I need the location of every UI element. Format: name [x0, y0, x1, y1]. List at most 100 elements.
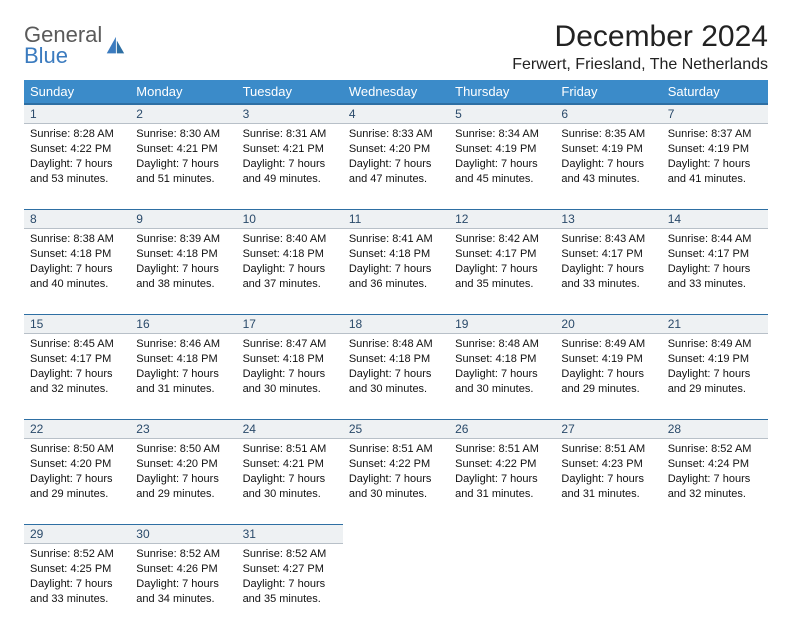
brand-logo: General Blue	[24, 20, 126, 67]
day-number-cell: 4	[343, 104, 449, 124]
sunset-line: Sunset: 4:19 PM	[668, 142, 762, 157]
day-number-cell: 2	[130, 104, 236, 124]
sunset-line: Sunset: 4:19 PM	[668, 352, 762, 367]
day-number: 25	[343, 420, 449, 438]
day-body: Sunrise: 8:40 AMSunset: 4:18 PMDaylight:…	[237, 229, 343, 297]
logo-text-blue: Blue	[24, 45, 102, 67]
weekday-header-row: SundayMondayTuesdayWednesdayThursdayFrid…	[24, 80, 768, 104]
day-number-cell: 1	[24, 104, 130, 124]
day-content-cell: Sunrise: 8:50 AMSunset: 4:20 PMDaylight:…	[130, 439, 236, 525]
day-number: 9	[130, 210, 236, 228]
day-number-cell: 18	[343, 315, 449, 334]
sunrise-line: Sunrise: 8:39 AM	[136, 232, 230, 247]
day-content-cell: Sunrise: 8:48 AMSunset: 4:18 PMDaylight:…	[449, 334, 555, 420]
day-number-cell: 19	[449, 315, 555, 334]
day-number-cell: 3	[237, 104, 343, 124]
day-content-cell: Sunrise: 8:52 AMSunset: 4:25 PMDaylight:…	[24, 544, 130, 630]
sunset-line: Sunset: 4:18 PM	[30, 247, 124, 262]
day-content-cell	[662, 544, 768, 630]
day-body: Sunrise: 8:49 AMSunset: 4:19 PMDaylight:…	[555, 334, 661, 402]
day-number: 27	[555, 420, 661, 438]
daylight-line: Daylight: 7 hours and 31 minutes.	[561, 472, 655, 502]
day-number-cell: 9	[130, 210, 236, 229]
day-content-cell: Sunrise: 8:47 AMSunset: 4:18 PMDaylight:…	[237, 334, 343, 420]
day-body: Sunrise: 8:35 AMSunset: 4:19 PMDaylight:…	[555, 124, 661, 192]
sunrise-line: Sunrise: 8:49 AM	[561, 337, 655, 352]
day-number: 29	[24, 525, 130, 543]
day-number: 18	[343, 315, 449, 333]
sunset-line: Sunset: 4:18 PM	[349, 352, 443, 367]
day-body: Sunrise: 8:52 AMSunset: 4:24 PMDaylight:…	[662, 439, 768, 507]
day-body: Sunrise: 8:30 AMSunset: 4:21 PMDaylight:…	[130, 124, 236, 192]
day-number: 30	[130, 525, 236, 543]
calendar-table: SundayMondayTuesdayWednesdayThursdayFrid…	[24, 80, 768, 630]
sunset-line: Sunset: 4:20 PM	[30, 457, 124, 472]
day-number: 21	[662, 315, 768, 333]
sunrise-line: Sunrise: 8:42 AM	[455, 232, 549, 247]
day-body: Sunrise: 8:42 AMSunset: 4:17 PMDaylight:…	[449, 229, 555, 297]
day-content-cell: Sunrise: 8:33 AMSunset: 4:20 PMDaylight:…	[343, 124, 449, 210]
day-content-cell: Sunrise: 8:48 AMSunset: 4:18 PMDaylight:…	[343, 334, 449, 420]
day-number-cell: 12	[449, 210, 555, 229]
day-content-row: Sunrise: 8:45 AMSunset: 4:17 PMDaylight:…	[24, 334, 768, 420]
day-number: 11	[343, 210, 449, 228]
title-block: December 2024 Ferwert, Friesland, The Ne…	[512, 20, 768, 74]
day-number-row: 891011121314	[24, 210, 768, 229]
day-body: Sunrise: 8:52 AMSunset: 4:27 PMDaylight:…	[237, 544, 343, 612]
day-body: Sunrise: 8:33 AMSunset: 4:20 PMDaylight:…	[343, 124, 449, 192]
day-content-cell	[343, 544, 449, 630]
day-number: 3	[237, 105, 343, 123]
day-number-cell: 22	[24, 420, 130, 439]
sunrise-line: Sunrise: 8:44 AM	[668, 232, 762, 247]
daylight-line: Daylight: 7 hours and 43 minutes.	[561, 157, 655, 187]
day-number: 20	[555, 315, 661, 333]
weekday-header: Friday	[555, 80, 661, 104]
day-number-cell: 21	[662, 315, 768, 334]
daylight-line: Daylight: 7 hours and 45 minutes.	[455, 157, 549, 187]
sunrise-line: Sunrise: 8:50 AM	[30, 442, 124, 457]
day-number-cell: 17	[237, 315, 343, 334]
sunset-line: Sunset: 4:22 PM	[455, 457, 549, 472]
sunrise-line: Sunrise: 8:51 AM	[561, 442, 655, 457]
day-number-cell	[449, 525, 555, 544]
daylight-line: Daylight: 7 hours and 30 minutes.	[243, 472, 337, 502]
day-content-cell: Sunrise: 8:38 AMSunset: 4:18 PMDaylight:…	[24, 229, 130, 315]
sunset-line: Sunset: 4:19 PM	[561, 142, 655, 157]
sunrise-line: Sunrise: 8:34 AM	[455, 127, 549, 142]
daylight-line: Daylight: 7 hours and 31 minutes.	[136, 367, 230, 397]
day-number: 22	[24, 420, 130, 438]
day-content-row: Sunrise: 8:28 AMSunset: 4:22 PMDaylight:…	[24, 124, 768, 210]
day-number: 16	[130, 315, 236, 333]
day-body: Sunrise: 8:51 AMSunset: 4:22 PMDaylight:…	[343, 439, 449, 507]
day-content-cell: Sunrise: 8:51 AMSunset: 4:22 PMDaylight:…	[449, 439, 555, 525]
sunrise-line: Sunrise: 8:52 AM	[30, 547, 124, 562]
day-number-cell: 28	[662, 420, 768, 439]
day-number-cell: 7	[662, 104, 768, 124]
location-text: Ferwert, Friesland, The Netherlands	[512, 56, 768, 74]
daylight-line: Daylight: 7 hours and 33 minutes.	[561, 262, 655, 292]
day-number-cell: 14	[662, 210, 768, 229]
sunset-line: Sunset: 4:18 PM	[243, 352, 337, 367]
sail-icon	[104, 35, 126, 57]
sunset-line: Sunset: 4:17 PM	[668, 247, 762, 262]
day-body: Sunrise: 8:47 AMSunset: 4:18 PMDaylight:…	[237, 334, 343, 402]
daylight-line: Daylight: 7 hours and 37 minutes.	[243, 262, 337, 292]
day-body: Sunrise: 8:44 AMSunset: 4:17 PMDaylight:…	[662, 229, 768, 297]
sunset-line: Sunset: 4:26 PM	[136, 562, 230, 577]
day-content-cell: Sunrise: 8:43 AMSunset: 4:17 PMDaylight:…	[555, 229, 661, 315]
sunrise-line: Sunrise: 8:43 AM	[561, 232, 655, 247]
daylight-line: Daylight: 7 hours and 31 minutes.	[455, 472, 549, 502]
day-content-cell: Sunrise: 8:51 AMSunset: 4:22 PMDaylight:…	[343, 439, 449, 525]
day-body: Sunrise: 8:45 AMSunset: 4:17 PMDaylight:…	[24, 334, 130, 402]
day-content-cell: Sunrise: 8:52 AMSunset: 4:27 PMDaylight:…	[237, 544, 343, 630]
sunrise-line: Sunrise: 8:41 AM	[349, 232, 443, 247]
day-number: 4	[343, 105, 449, 123]
sunrise-line: Sunrise: 8:51 AM	[243, 442, 337, 457]
daylight-line: Daylight: 7 hours and 30 minutes.	[349, 472, 443, 502]
sunset-line: Sunset: 4:18 PM	[136, 352, 230, 367]
daylight-line: Daylight: 7 hours and 38 minutes.	[136, 262, 230, 292]
sunset-line: Sunset: 4:17 PM	[561, 247, 655, 262]
daylight-line: Daylight: 7 hours and 47 minutes.	[349, 157, 443, 187]
day-body: Sunrise: 8:43 AMSunset: 4:17 PMDaylight:…	[555, 229, 661, 297]
day-number-cell	[662, 525, 768, 544]
